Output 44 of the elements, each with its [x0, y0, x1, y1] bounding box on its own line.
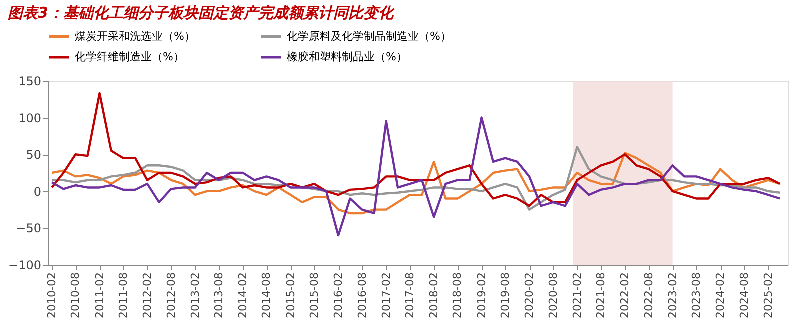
x-tick-label: 2015-08 [308, 272, 321, 318]
y-tick-label: 50 [26, 148, 42, 162]
legend-label: 橡胶和塑料制品业（%） [287, 50, 408, 64]
x-tick-label: 2022-02 [618, 272, 632, 318]
legend-label: 化学纤维制造业（%） [75, 50, 184, 64]
y-tick-label: −100 [8, 258, 42, 272]
line-series [50, 116, 782, 237]
x-tick-label: 2018-08 [451, 272, 464, 318]
x-tick-label: 2023-02 [666, 272, 680, 318]
x-tick-label: 2011-02 [93, 272, 106, 318]
x-tick-label: 2016-08 [356, 272, 369, 318]
x-tick-label: 2020-08 [546, 272, 560, 318]
x-tick-label: 2013-02 [188, 272, 202, 318]
legend-label: 化学原料及化学制品制造业（%） [287, 30, 452, 43]
y-tick-label: 0 [34, 184, 42, 199]
x-tick-label: 2016-02 [332, 272, 346, 318]
y-tick-label: 100 [18, 111, 42, 126]
x-tick-label: 2025-02 [762, 272, 775, 318]
x-tick-label: 2020-02 [523, 272, 536, 318]
x-tick-label: 2015-02 [284, 272, 298, 318]
x-tick-label: 2012-02 [140, 272, 154, 318]
x-tick-label: 2012-08 [164, 272, 178, 318]
y-tick-label: 150 [18, 74, 42, 88]
x-tick-label: 2022-08 [642, 272, 656, 318]
x-tick-label: 2021-08 [594, 272, 608, 318]
x-tick-label: 2019-08 [498, 272, 512, 318]
x-tick-label: 2010-08 [69, 272, 82, 318]
x-tick-label: 2019-02 [475, 272, 488, 318]
x-tick-label: 2024-08 [738, 272, 751, 318]
x-tick-label: 2021-02 [570, 272, 584, 318]
y-tick-label: −50 [16, 222, 42, 236]
line-series [50, 92, 782, 208]
x-tick-label: 2018-02 [428, 272, 441, 318]
x-tick-label: 2023-08 [690, 272, 703, 318]
x-tick-label: 2010-02 [46, 272, 59, 318]
x-tick-label: 2011-08 [116, 272, 130, 318]
legend-label: 煤炭开采和洗选业（%） [75, 30, 196, 43]
x-tick-label: 2014-02 [236, 272, 250, 318]
x-tick-label: 2013-08 [212, 272, 226, 318]
x-tick-label: 2024-02 [714, 272, 728, 318]
x-tick-label: 2017-02 [380, 272, 393, 318]
chart-title: 图表3：基础化工细分子板块固定资产完成额累计同比变化 [8, 4, 396, 22]
x-tick-label: 2017-08 [404, 272, 417, 318]
x-tick-label: 2014-08 [260, 272, 274, 318]
